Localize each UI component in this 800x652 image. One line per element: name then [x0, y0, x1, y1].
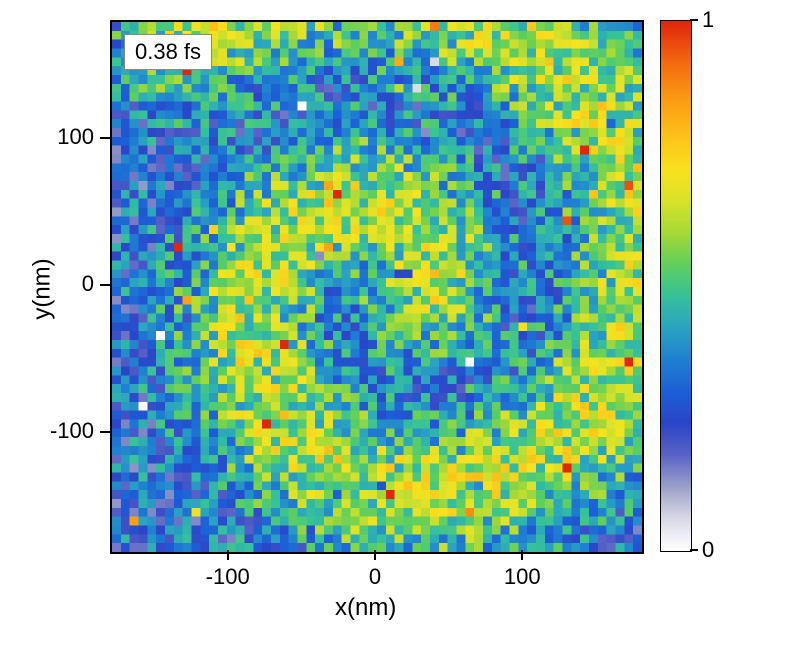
colorbar-tick-mark: [690, 19, 698, 21]
y-tick-label: -100: [50, 418, 94, 444]
x-tick-mark: [227, 550, 229, 560]
timestamp-text: 0.38 fs: [135, 39, 201, 64]
y-axis-label-text: y(nm): [29, 258, 56, 319]
x-tick-mark: [521, 550, 523, 560]
heatmap-plot-area: 0.38 fs: [110, 20, 640, 550]
x-tick-mark: [374, 550, 376, 560]
colorbar-tick-label: 1: [702, 7, 714, 33]
y-tick-label: 100: [57, 124, 94, 150]
y-axis-label: y(nm): [29, 258, 57, 319]
figure-root: 0.38 fs -100 0 100 -100 0 100 x(nm) y(nm) 0 1…: [0, 0, 800, 652]
colorbar: [660, 20, 692, 557]
y-tick-mark: [100, 137, 110, 139]
colorbar-tick-mark: [690, 549, 698, 551]
colorbar-tick-label: 0: [702, 537, 714, 563]
x-tick-label: 100: [492, 564, 552, 590]
timestamp-box: 0.38 fs: [124, 34, 212, 70]
charge-density-heatmap: [110, 20, 644, 554]
colorbar-gradient: [660, 20, 692, 552]
y-tick-label: 0: [82, 271, 94, 297]
x-axis-label-text: x(nm): [335, 594, 396, 621]
y-tick-mark: [100, 431, 110, 433]
x-axis-label: x(nm): [335, 594, 396, 622]
x-tick-label: 0: [345, 564, 405, 590]
y-tick-mark: [100, 284, 110, 286]
x-tick-label: -100: [198, 564, 258, 590]
